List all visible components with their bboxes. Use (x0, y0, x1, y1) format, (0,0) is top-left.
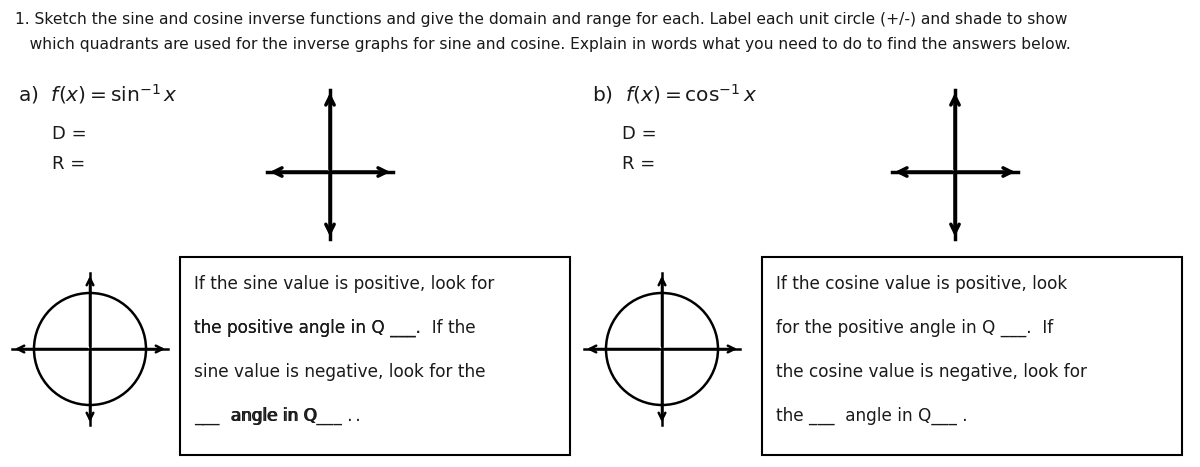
Text: a)  $f(x) = \sin^{-1} x$: a) $f(x) = \sin^{-1} x$ (18, 82, 178, 106)
Text: ___  angle in Q___ .: ___ angle in Q___ . (194, 407, 353, 425)
Text: the positive angle in Q ___.  If the: the positive angle in Q ___. If the (194, 319, 475, 337)
Text: the cosine value is negative, look for: the cosine value is negative, look for (776, 363, 1087, 381)
Text: the ___  angle in Q___ .: the ___ angle in Q___ . (776, 407, 967, 425)
Text: which quadrants are used for the inverse graphs for sine and cosine. Explain in : which quadrants are used for the inverse… (14, 37, 1070, 52)
Text: D =: D = (52, 125, 86, 143)
Text: R =: R = (52, 155, 85, 173)
Text: b)  $f(x) = \cos^{-1} x$: b) $f(x) = \cos^{-1} x$ (592, 82, 757, 106)
FancyBboxPatch shape (180, 257, 570, 455)
Text: sine value is negative, look for the: sine value is negative, look for the (194, 363, 486, 381)
Text: for the positive angle in Q ___.  If: for the positive angle in Q ___. If (776, 319, 1054, 337)
Text: angle in Q       .: angle in Q . (194, 407, 361, 425)
Text: If the cosine value is positive, look: If the cosine value is positive, look (776, 275, 1067, 293)
Text: 1. Sketch the sine and cosine inverse functions and give the domain and range fo: 1. Sketch the sine and cosine inverse fu… (14, 12, 1067, 27)
Text: D =: D = (622, 125, 656, 143)
Text: If the sine value is positive, look for: If the sine value is positive, look for (194, 275, 494, 293)
FancyBboxPatch shape (762, 257, 1182, 455)
Text: R =: R = (622, 155, 655, 173)
Text: the positive angle in Q ___.: the positive angle in Q ___. (194, 319, 421, 337)
